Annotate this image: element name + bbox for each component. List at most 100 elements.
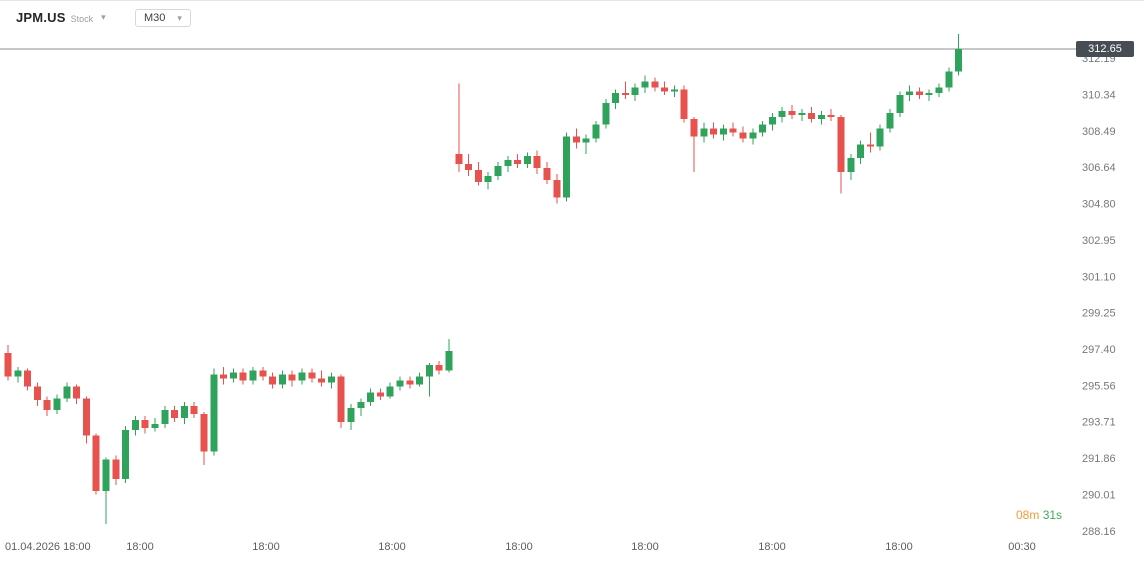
candle-body [896,95,904,113]
time-axis-label: 18:00 [505,541,533,553]
candle-body [602,103,610,125]
candle-body [298,372,306,381]
price-axis-label: 304.80 [1082,198,1116,210]
candle-body [171,410,179,418]
price-axis-label: 297.40 [1082,344,1116,356]
candle-body [925,93,933,96]
candle-body [396,380,404,387]
countdown-seconds: 31s [1042,508,1063,522]
candle-body [572,136,580,143]
candle-body [102,459,110,491]
time-axis-label: 18:00 [378,541,406,553]
candle-body [455,154,463,165]
candle-body [553,179,561,198]
candle-body [288,374,296,381]
candle-body [82,398,90,436]
candle-body [798,112,806,115]
candle-body [43,400,51,411]
candle-body [151,423,159,428]
candle-body [425,364,433,377]
candle-body [318,378,326,383]
price-axis-label: 299.25 [1082,308,1116,320]
candle-body [63,386,71,399]
candle-body [837,116,845,172]
instrument-selector[interactable]: JPM.US Stock ▾ [16,10,106,25]
candle-body [416,376,424,385]
candle-body [817,114,825,119]
candle-body [876,128,884,147]
price-axis-label: 288.16 [1082,526,1116,538]
candle-body [651,81,659,88]
time-axis-label: 18:00 [631,541,659,553]
candle-body [749,132,757,139]
candle-body [220,374,228,379]
candle-body [210,374,218,452]
candle-body [112,459,120,479]
price-axis-label: 302.95 [1082,235,1116,247]
candle-body [700,128,708,137]
instrument-symbol: JPM.US [16,10,66,25]
candle-body [886,112,894,129]
time-axis-label: 18:00 [252,541,280,553]
candle-body [621,93,629,96]
candle-body [131,419,139,430]
candle-body [739,132,747,139]
candle-body [504,160,512,167]
current-price-badge: 312.65 [1076,40,1134,57]
candle-body [543,168,551,180]
time-axis-label: 18:00 [885,541,913,553]
price-axis-label: 291.86 [1082,453,1116,465]
candle-countdown: 08m 31s [1016,508,1062,522]
chevron-down-icon: ▾ [177,13,182,23]
price-axis-label: 290.01 [1082,490,1116,502]
candle-body [808,112,816,119]
candle-body [866,144,874,147]
candle-body [641,81,649,88]
candle-body [484,175,492,182]
chevron-down-icon: ▾ [101,12,106,22]
candle-body [24,370,32,387]
candle-body [719,128,727,135]
instrument-type-label: Stock [70,14,94,24]
candle-body [827,114,835,117]
candle-body [190,406,198,415]
candle-body [759,124,767,133]
timeframe-selector[interactable]: M30 ▾ [135,9,191,27]
candle-body [376,392,384,397]
candle-body [915,91,923,96]
candle-body [945,71,953,88]
price-axis-label: 310.34 [1082,89,1116,101]
candle-body [935,87,943,94]
price-axis-label: 308.49 [1082,126,1116,138]
candle-body [631,87,639,96]
time-axis-label: 18:00 [126,541,154,553]
candle-body [259,370,267,377]
candle-body [278,374,286,385]
price-axis-label: 293.71 [1082,417,1116,429]
price-axis-label: 306.64 [1082,162,1116,174]
candle-body [249,370,257,381]
price-axis-label: 301.10 [1082,271,1116,283]
candle-body [14,370,22,377]
candle-body [768,116,776,125]
candle-body [161,410,169,424]
time-axis-label: 00:30 [1008,541,1036,553]
candle-body [357,402,365,409]
candle-body [367,392,375,403]
candle-body [308,372,316,379]
time-axis-label: 18:00 [758,541,786,553]
candle-body [229,372,237,379]
candle-body [710,128,718,135]
candle-body [180,406,188,418]
candle-body [680,89,688,119]
candle-body [4,353,12,377]
candle-body [690,118,698,137]
candle-body [778,110,786,117]
candle-body [474,169,482,182]
candle-body [347,408,355,422]
candle-body [955,48,963,72]
candle-body [406,380,414,385]
candle-body [337,376,345,422]
candle-body [141,419,149,428]
